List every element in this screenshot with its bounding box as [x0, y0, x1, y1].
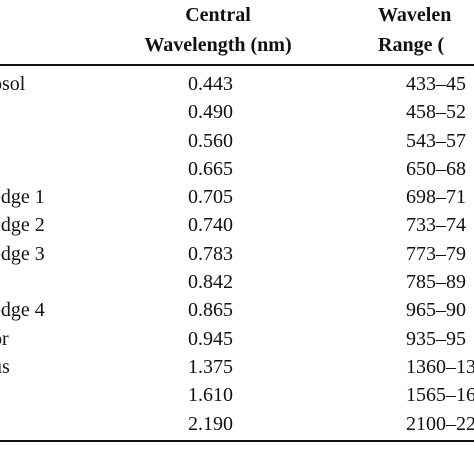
band-name-cell: osol [0, 73, 26, 95]
central-wavelength-cell: 0.705 [188, 186, 233, 209]
wavelength-range-cell: 965–90 [406, 299, 466, 322]
central-wavelength-cell: 0.740 [188, 214, 233, 237]
wavelength-range-header: Wavelen Range ( [378, 0, 451, 60]
wavelength-range-cell: 1565–16 [406, 384, 474, 407]
table-body: osol 0.443 433–45 0.490 458–52 0.560 543… [0, 70, 474, 438]
central-wavelength-cell: 1.610 [188, 384, 233, 407]
central-wavelength-cell: 0.783 [188, 242, 233, 265]
band-name-cell: edge 4 [0, 299, 45, 322]
table-row: edge 1 0.705 698–71 [0, 183, 474, 211]
wavelength-range-cell: 935–95 [406, 327, 466, 350]
bottom-rule [0, 440, 474, 442]
table-row: edge 2 0.740 733–74 [0, 211, 474, 239]
central-wavelength-cell: 0.842 [188, 271, 233, 294]
header-rule [0, 64, 474, 66]
table-row: 0.665 650–68 [0, 155, 474, 183]
table-row: or 0.945 935–95 [0, 325, 474, 353]
table-row: edge 3 0.783 773–79 [0, 240, 474, 268]
central-wavelength-cell: 2.190 [188, 412, 233, 435]
wavelength-range-cell: 650–68 [406, 157, 466, 180]
central-header-line-2: Wavelength (nm) [144, 34, 292, 56]
band-name-cell: edge 3 [0, 242, 45, 265]
range-header-line-2: Range ( [378, 34, 445, 56]
range-header-line-1: Wavelen [378, 4, 452, 26]
wavelength-range-cell: 458–52 [406, 101, 466, 124]
wavelength-range-cell: 1360–13 [406, 355, 474, 378]
central-wavelength-cell: 0.560 [188, 129, 233, 152]
wavelength-range-cell: 2100–22 [406, 412, 474, 435]
table-row: 1.610 1565–16 [0, 381, 474, 409]
central-wavelength-cell: 0.443 [188, 73, 233, 95]
wavelength-range-cell: 433–45 [406, 73, 466, 95]
table-row: 0.842 785–89 [0, 268, 474, 296]
central-header-line-1: Central [185, 4, 251, 26]
central-wavelength-cell: 1.375 [188, 355, 233, 378]
band-name-cell: edge 1 [0, 186, 45, 209]
band-name-cell: edge 2 [0, 214, 45, 237]
band-name-cell: us [0, 355, 10, 378]
wavelength-range-cell: 733–74 [406, 214, 466, 237]
table-row: 2.190 2100–22 [0, 410, 474, 438]
central-wavelength-cell: 0.665 [188, 157, 233, 180]
table-row: us 1.375 1360–13 [0, 353, 474, 381]
central-wavelength-cell: 0.490 [188, 101, 233, 124]
table-row: 0.560 543–57 [0, 127, 474, 155]
band-name-cell: or [0, 327, 9, 350]
central-wavelength-cell: 0.865 [188, 299, 233, 322]
wavelength-range-cell: 698–71 [406, 186, 466, 209]
table-row: osol 0.443 433–45 [0, 70, 474, 98]
table-row: 0.490 458–52 [0, 98, 474, 126]
table-row: edge 4 0.865 965–90 [0, 296, 474, 324]
wavelength-range-cell: 543–57 [406, 129, 466, 152]
wavelength-range-cell: 773–79 [406, 242, 466, 265]
central-wavelength-cell: 0.945 [188, 327, 233, 350]
central-wavelength-header: Central Wavelength (nm) [116, 0, 320, 60]
wavelength-range-cell: 785–89 [406, 271, 466, 294]
